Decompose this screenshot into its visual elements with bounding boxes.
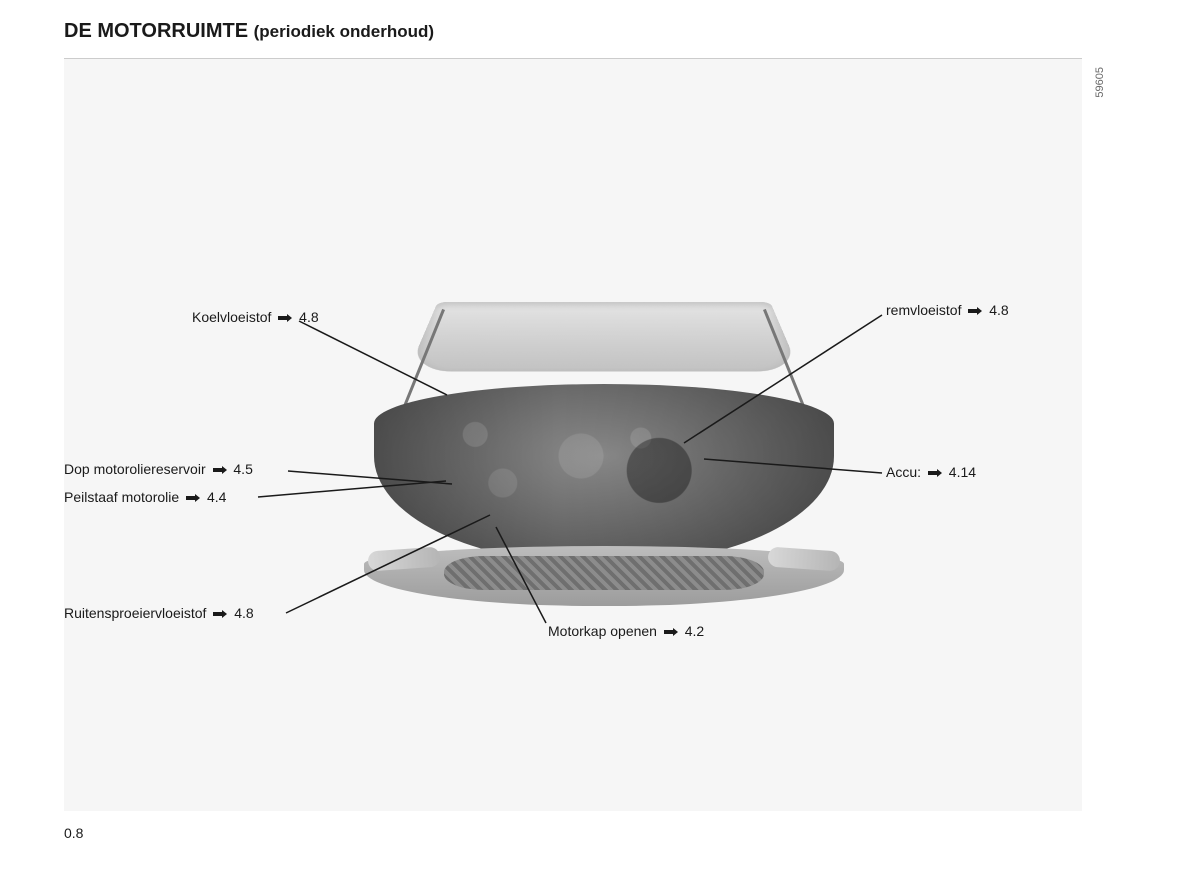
label-brake-fluid-ref: 4.8	[989, 302, 1008, 318]
label-coolant: Koelvloeistof 4.8	[192, 309, 319, 325]
label-oil-cap: Dop motoroliereservoir 4.5	[64, 461, 253, 477]
arrow-icon	[213, 466, 227, 474]
label-bonnet-open-ref: 4.2	[685, 623, 704, 639]
label-bonnet-open-text: Motorkap openen	[548, 623, 657, 639]
manual-page: DE MOTORRUIMTE (periodiek onderhoud) 596…	[0, 0, 1182, 875]
label-washer-fluid-text: Ruitensproeiervloeistof	[64, 605, 206, 621]
label-oil-cap-ref: 4.5	[233, 461, 252, 477]
bonnet-panel	[408, 302, 800, 371]
label-battery-text: Accu:	[886, 464, 921, 480]
label-brake-fluid: remvloeistof 4.8	[886, 302, 1009, 318]
label-coolant-text: Koelvloeistof	[192, 309, 271, 325]
page-title: DE MOTORRUIMTE (periodiek onderhoud)	[64, 20, 434, 43]
figure-code: 59605	[1094, 67, 1106, 98]
label-coolant-ref: 4.8	[299, 309, 318, 325]
arrow-icon	[213, 610, 227, 618]
front-grille	[444, 556, 764, 590]
label-oil-cap-text: Dop motoroliereservoir	[64, 461, 206, 477]
engine-bay-figure: 59605 Koelvloeisto	[64, 58, 1082, 811]
page-number: 0.8	[64, 825, 83, 841]
arrow-icon	[186, 494, 200, 502]
label-bonnet-open: Motorkap openen 4.2	[548, 623, 704, 639]
engine-bay	[374, 384, 834, 564]
label-oil-dipstick-text: Peilstaaf motorolie	[64, 489, 179, 505]
engine-illustration	[364, 274, 844, 604]
label-washer-fluid-ref: 4.8	[234, 605, 253, 621]
label-oil-dipstick-ref: 4.4	[207, 489, 226, 505]
label-battery-ref: 4.14	[949, 464, 976, 480]
arrow-icon	[664, 628, 678, 636]
arrow-icon	[928, 469, 942, 477]
label-oil-dipstick: Peilstaaf motorolie 4.4	[64, 489, 226, 505]
label-brake-fluid-text: remvloeistof	[886, 302, 961, 318]
label-battery: Accu: 4.14	[886, 464, 976, 480]
title-main: DE MOTORRUIMTE	[64, 20, 248, 42]
arrow-icon	[968, 307, 982, 315]
title-sub: (periodiek onderhoud)	[254, 22, 434, 41]
arrow-icon	[278, 314, 292, 322]
label-washer-fluid: Ruitensproeiervloeistof 4.8	[64, 605, 254, 621]
